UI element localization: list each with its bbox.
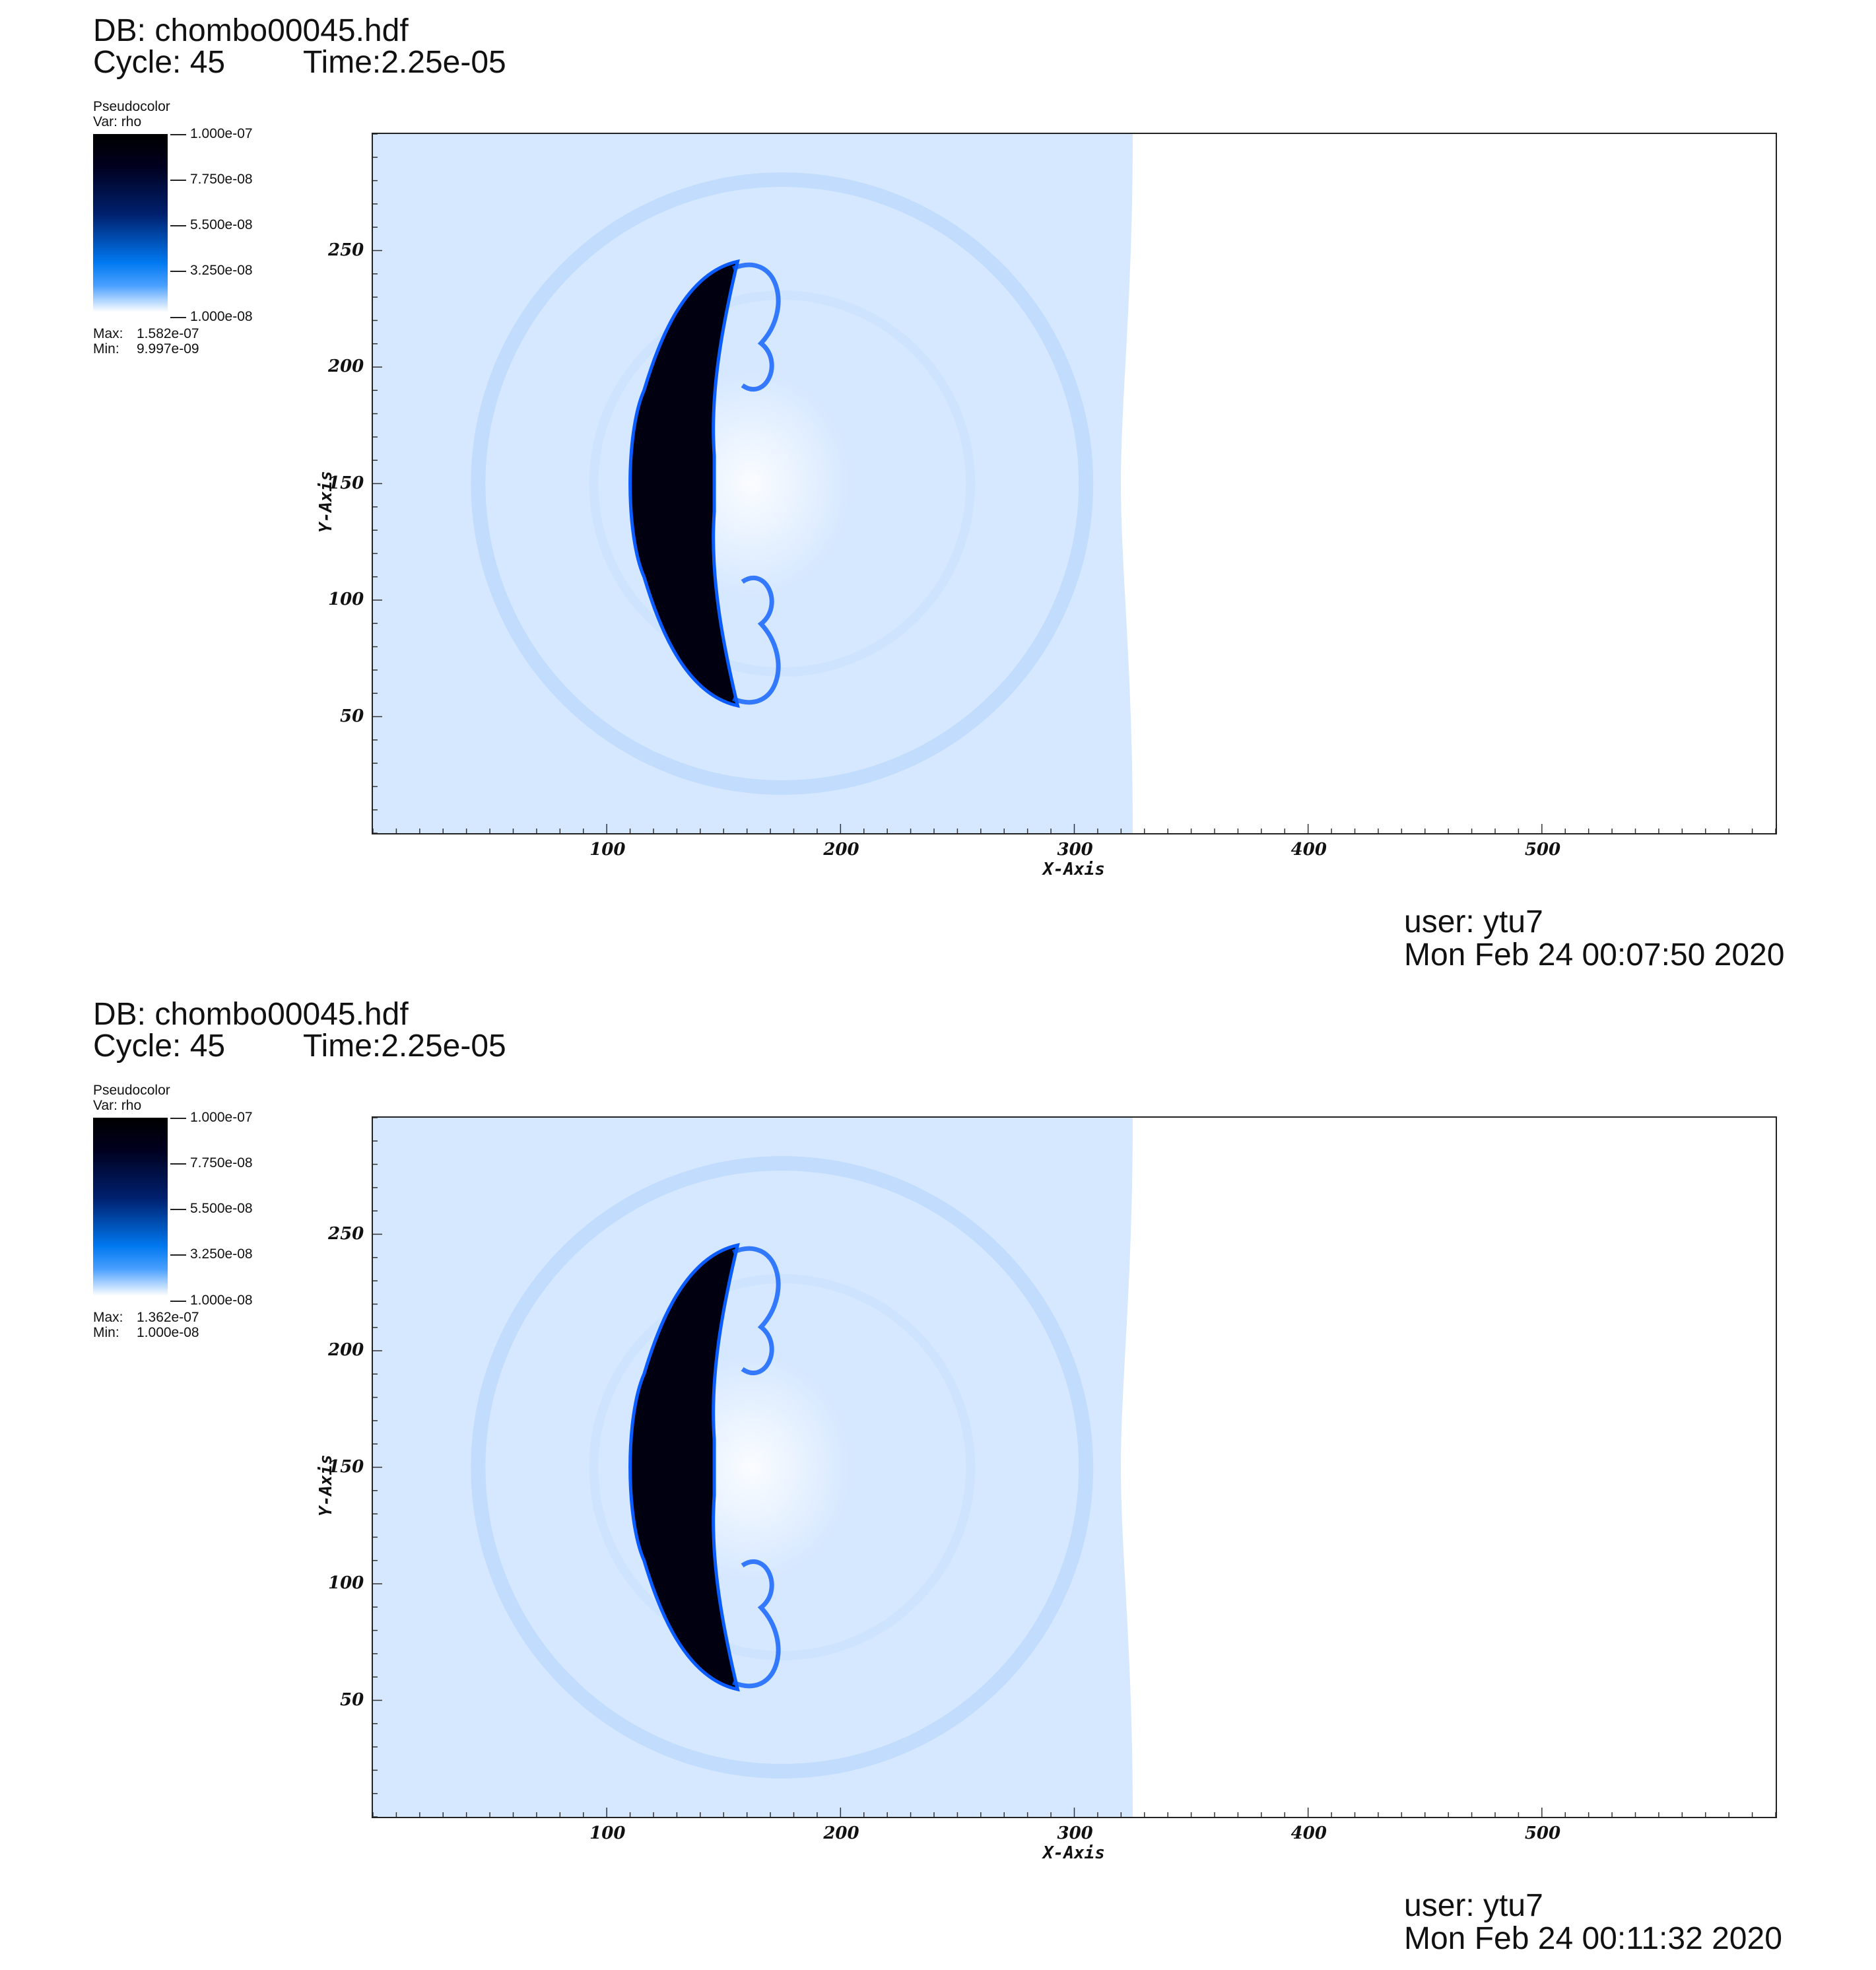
cycle-value: Cycle: 45 xyxy=(93,1029,226,1064)
colorbar-tick xyxy=(170,1254,186,1256)
cycle-label: Cycle: 45 Time:2.25e-05 xyxy=(93,1029,506,1064)
legend-max-value: 1.362e-07 xyxy=(137,1310,199,1325)
legend-variable: Var: rho xyxy=(93,1098,142,1113)
date-label: Mon Feb 24 00:11:32 2020 xyxy=(1404,1921,1782,1956)
lower-vortex xyxy=(732,575,781,705)
y-tick-label: 250 xyxy=(328,240,364,260)
legend-min-value: 9.997e-09 xyxy=(137,341,199,357)
colorbar-tick-label: 7.750e-08 xyxy=(190,1155,253,1171)
dense-bullet xyxy=(628,1242,740,1692)
x-tick-label: 200 xyxy=(823,840,859,860)
colorbar-tick-label: 5.500e-08 xyxy=(190,217,253,232)
legend-max: Max: 1.582e-07 xyxy=(93,326,199,341)
upper-vortex xyxy=(732,262,781,392)
x-tick-label: 400 xyxy=(1290,1823,1327,1843)
colorbar-tick-label: 1.000e-08 xyxy=(190,1293,253,1308)
blast-ring xyxy=(471,1156,1094,1779)
heatmap-plot xyxy=(372,133,1777,834)
legend-title: Pseudocolor xyxy=(93,99,170,114)
colorbar-tick xyxy=(170,1118,186,1119)
date-label: Mon Feb 24 00:07:50 2020 xyxy=(1404,937,1785,972)
inner-ring xyxy=(589,290,976,677)
colorbar-tick-label: 1.000e-07 xyxy=(190,1110,253,1125)
colorbar-tick xyxy=(170,134,186,135)
colorbar-tick xyxy=(170,317,186,318)
upper-vortex xyxy=(732,1246,781,1376)
legend-min: Min: 9.997e-09 xyxy=(93,341,199,357)
colorbar-tick-label: 1.000e-07 xyxy=(190,126,253,141)
inner-ring xyxy=(589,1274,976,1660)
x-tick-label: 500 xyxy=(1524,1823,1561,1843)
x-tick-label: 300 xyxy=(1057,1823,1093,1843)
user-label: user: ytu7 xyxy=(1404,904,1543,939)
y-tick-label: 150 xyxy=(328,473,364,493)
user-label: user: ytu7 xyxy=(1404,1888,1543,1923)
dense-bullet xyxy=(628,259,740,708)
y-tick-label: 50 xyxy=(340,1689,364,1710)
colorbar xyxy=(93,134,168,312)
y-tick-label: 100 xyxy=(328,1573,364,1593)
x-tick-label: 300 xyxy=(1057,840,1093,860)
plot-panel-1: DB: chombo00045.hdf Cycle: 45 Time:2.25e… xyxy=(0,0,1876,984)
x-tick-label: 500 xyxy=(1524,840,1561,860)
y-tick-label: 200 xyxy=(328,1340,364,1360)
heatmap-svg xyxy=(373,134,1776,833)
colorbar xyxy=(93,1118,168,1296)
y-tick-label: 150 xyxy=(328,1456,364,1477)
legend-variable: Var: rho xyxy=(93,114,142,129)
legend-max-label: Max: xyxy=(93,1310,123,1325)
legend-max-label: Max: xyxy=(93,326,123,341)
y-tick-label: 50 xyxy=(340,706,364,726)
colorbar-tick-label: 3.250e-08 xyxy=(190,1246,253,1262)
colorbar-tick xyxy=(170,1163,186,1165)
blast-ring xyxy=(471,172,1094,795)
cycle-label: Cycle: 45 Time:2.25e-05 xyxy=(93,45,506,80)
database-title: DB: chombo00045.hdf xyxy=(93,997,409,1032)
legend-min-label: Min: xyxy=(93,341,119,357)
heatmap-svg xyxy=(373,1118,1776,1817)
colorbar-tick-label: 1.000e-08 xyxy=(190,309,253,324)
legend-max: Max: 1.362e-07 xyxy=(93,1310,199,1325)
colorbar-tick xyxy=(170,225,186,226)
colorbar-tick-label: 3.250e-08 xyxy=(190,263,253,278)
legend-min-value: 1.000e-08 xyxy=(137,1325,199,1340)
legend-title: Pseudocolor xyxy=(93,1083,170,1098)
x-tick-label: 100 xyxy=(589,1823,626,1843)
colorbar-tick xyxy=(170,1301,186,1302)
colorbar-tick-label: 5.500e-08 xyxy=(190,1201,253,1216)
time-value: Time:2.25e-05 xyxy=(303,1029,506,1064)
y-tick-label: 100 xyxy=(328,590,364,609)
colorbar-tick xyxy=(170,1209,186,1210)
lower-vortex xyxy=(732,1559,781,1689)
plot-panel-2: DB: chombo00045.hdf Cycle: 45 Time:2.25e… xyxy=(0,984,1876,1967)
time-value: Time:2.25e-05 xyxy=(303,45,506,80)
legend-min: Min: 1.000e-08 xyxy=(93,1325,199,1340)
y-tick-label: 200 xyxy=(328,357,364,376)
legend-max-value: 1.582e-07 xyxy=(137,326,199,341)
colorbar-tick xyxy=(170,180,186,181)
x-axis-label: X-Axis xyxy=(1043,860,1105,879)
x-tick-label: 100 xyxy=(589,840,626,860)
cycle-value: Cycle: 45 xyxy=(93,45,226,80)
x-tick-label: 400 xyxy=(1290,840,1327,860)
x-tick-label: 200 xyxy=(823,1823,859,1843)
database-title: DB: chombo00045.hdf xyxy=(93,13,409,48)
colorbar-tick xyxy=(170,271,186,272)
y-tick-label: 250 xyxy=(328,1223,364,1244)
heatmap-plot xyxy=(372,1116,1777,1818)
colorbar-tick-label: 7.750e-08 xyxy=(190,172,253,187)
x-axis-label: X-Axis xyxy=(1043,1843,1105,1863)
legend-min-label: Min: xyxy=(93,1325,119,1340)
